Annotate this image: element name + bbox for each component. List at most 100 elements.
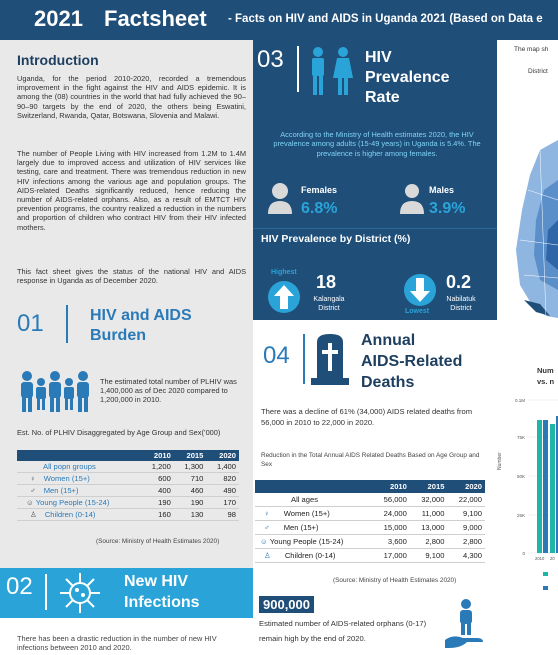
table-row: ♙ Children (0-14) 17,000 9,100 4,300 [255,549,485,563]
cell: 130 [190,510,204,519]
section-02-heading-line1: New HIV [124,573,189,590]
table-row: All ages 56,000 32,000 22,000 [255,493,485,507]
table-row: ☺ Young People (15-24) 190 190 170 [17,497,239,509]
deaths-table-caption: Reduction in the Total Annual AIDS Relat… [261,452,480,468]
orphans-value: 900,000 [259,596,314,613]
man-icon: ♂ [30,486,36,495]
introduction-paragraph-1: Uganda, for the period 2010-2020, record… [17,74,246,120]
row-label-cell: ☺ Young People (15-24) [255,535,372,549]
introduction-paragraph-2: The number of People Living with HIV inc… [17,149,246,232]
table-row: ♀ Women (15+) 600 710 820 [17,473,239,485]
prevalence-divider [253,228,497,229]
section-01-heading: HIV and AIDS Burden [90,306,192,346]
row-label-cell: ♀ Women (15+) [255,507,372,521]
row-label: All popn groups [43,462,96,471]
right-chart-panel: Num vs. n Number 0.1M 75K 50K 25K 0 2010… [497,320,558,655]
section-02-heading: New HIV Infections [124,571,200,613]
cell: 170 [223,498,236,507]
cell: 600 [158,474,171,483]
deaths-col-label [255,480,373,493]
header-bar: 2021 Factsheet - Facts on HIV and AIDS i… [0,0,558,40]
plhiv-col-2020: 2020 [206,450,239,461]
chart-bar [537,420,542,553]
man-icon: ♂ [264,523,270,532]
cell: 490 [223,486,236,495]
right-chart-title-line2: vs. n [537,377,555,386]
cell: 190 [190,498,204,507]
females-value: 6.8% [301,200,338,217]
chart-bar [550,424,555,553]
introduction-heading: Introduction [17,52,99,68]
ytick-label: 50K [517,474,525,479]
male-avatar-icon [400,184,424,214]
plhiv-col-2010: 2010 [141,450,174,461]
section-02-divider [45,574,47,610]
section-04-number: 04 [263,342,290,369]
row-label-cell: ♂ Men (15+) [17,485,141,497]
section-03-number: 03 [257,46,284,73]
row-label: Women (15+) [283,509,330,518]
cell: 9,000 [462,523,482,532]
virus-icon [60,573,100,613]
row-label: Children (0-14) [44,510,96,519]
header-title: Factsheet [104,6,207,31]
cell: 9,100 [462,509,482,518]
header-subtitle: - Facts on HIV and AIDS in Uganda 2021 (… [228,13,543,25]
male-female-icon [312,47,353,95]
female-avatar-icon [268,183,292,214]
section-02-number: 02 [6,573,33,600]
row-label-cell: ♂ Men (15+) [255,521,372,535]
row-label-cell: ♙ Children (0-14) [17,509,141,521]
deaths-col-2010: 2010 [372,480,410,493]
row-label: Young People (15-24) [35,498,110,507]
deaths-source: (Source: Ministry of Health Estimates 20… [333,577,457,584]
xtick-label: 2010 [535,556,545,561]
burden-table-caption: Est. No. of PLHIV Disaggregated by Age G… [17,428,221,437]
cell: 4,300 [462,551,482,560]
table-row: ♂ Men (15+) 400 460 490 [17,485,239,497]
new-infections-band: 02 New HIV Infections [0,568,253,618]
district-heading: HIV Prevalence by District (%) [261,233,411,245]
row-label: Men (15+) [43,486,79,495]
table-row: ☺ Young People (15-24) 3,600 2,800 2,800 [255,535,485,549]
legend-swatch [543,586,548,590]
highest-value: 18 [316,272,337,292]
right-chart-title: Num vs. n [537,365,554,387]
header-year: 2021 [34,6,83,31]
cell: 22,000 [458,495,482,504]
table-row: ♙ Children (0-14) 160 130 98 [17,509,239,521]
cell: 1,400 [216,462,236,471]
chart-bar [556,416,558,553]
deaths-text: There was a decline of 61% (34,000) AIDS… [261,407,473,427]
woman-icon: ♀ [30,474,36,483]
cell: 2,800 [462,537,482,546]
arrow-down-icon [404,274,436,306]
section-03-heading: HIV Prevalence Rate [365,48,450,108]
row-label: All ages [291,495,319,504]
coffin-icon [311,334,349,385]
burden-source: (Source: Ministry of Health Estimates 20… [96,538,220,545]
plhiv-col-label [17,450,142,461]
new-infections-text: There has been a drastic reduction in th… [17,634,217,653]
cell: 1,200 [151,462,171,471]
legend-swatch [543,572,548,576]
section-03-divider [297,46,299,92]
cell: 190 [158,498,171,507]
cell: 1,300 [184,462,204,471]
ytick-label: 0.1M [515,398,525,403]
section-01-heading-line2: Burden [90,327,146,344]
deaths-col-2020: 2020 [447,480,485,493]
right-chart-title-line1: Num [537,366,554,375]
left-column: Introduction Uganda, for the period 2010… [0,40,253,568]
section-03-heading-line3: Rate [365,89,400,106]
cell: 400 [158,486,171,495]
highest-district: Kalangala District [313,296,345,312]
child-icon: ♙ [30,510,37,519]
cell: 24,000 [383,509,407,518]
section-03-heading-line2: Prevalence [365,69,450,86]
lowest-district: Nabilatuk District [446,296,476,312]
ytick-label: 75K [517,435,525,440]
district-map-panel: The map sh District [510,40,558,320]
deaths-table: 2010 2015 2020 All ages 56,000 32,000 22,00… [255,480,485,563]
row-label-cell: ☺ Young People (15-24) [17,497,141,509]
